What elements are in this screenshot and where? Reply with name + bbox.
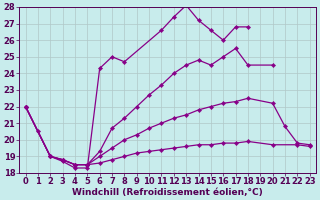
X-axis label: Windchill (Refroidissement éolien,°C): Windchill (Refroidissement éolien,°C) <box>72 188 263 197</box>
